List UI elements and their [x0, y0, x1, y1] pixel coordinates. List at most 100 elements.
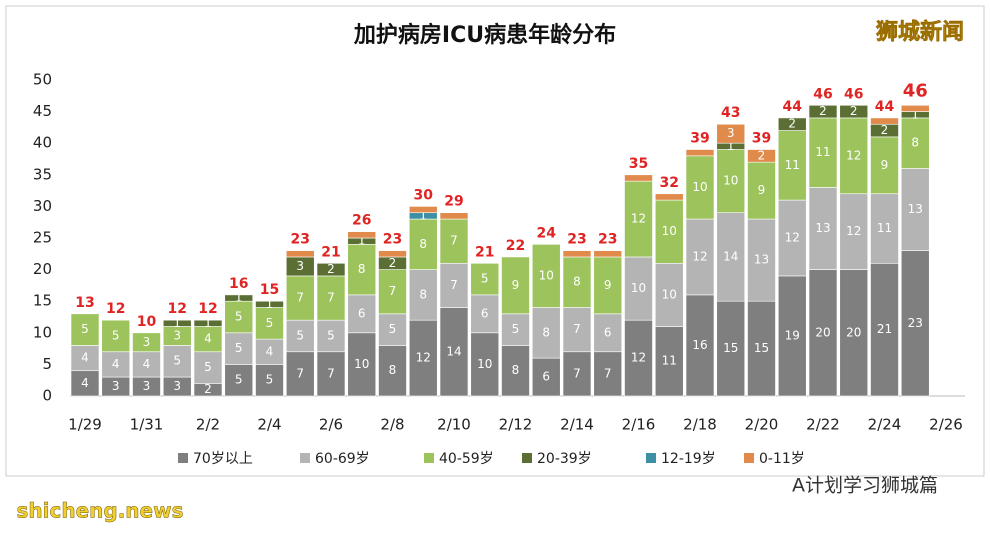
x-tick-label: 2/24 — [868, 416, 902, 434]
total-label: 44 — [875, 99, 895, 115]
legend-label: 40-59岁 — [439, 451, 494, 467]
segment-label: 5 — [296, 328, 304, 342]
segment-label: 5 — [266, 373, 274, 387]
legend-label: 20-39岁 — [537, 451, 592, 467]
segment-label: 5 — [112, 328, 120, 342]
segment-label: 12 — [631, 351, 646, 365]
bar-segment — [593, 256, 623, 315]
bar-segment — [747, 300, 776, 397]
segment-label: 20 — [815, 325, 830, 339]
x-tick-label: 2/20 — [745, 416, 779, 434]
total-label: 23 — [567, 232, 586, 248]
segment-label: 13 — [815, 221, 830, 235]
segment-label: 4 — [266, 344, 274, 358]
bar-segment — [716, 212, 746, 302]
segment-label: 6 — [481, 306, 489, 320]
segment-label: 4 — [143, 357, 151, 371]
total-label: 21 — [321, 244, 340, 260]
bar-segment — [408, 319, 438, 397]
bar-segment — [654, 326, 684, 397]
bar-segment — [408, 218, 438, 270]
segment-label: 12 — [692, 249, 707, 263]
bar-segment — [624, 180, 653, 258]
bar-segment — [378, 250, 407, 258]
bar-segment — [593, 250, 623, 258]
segment-label: 9 — [604, 278, 612, 292]
x-tick-label: 2/12 — [499, 416, 533, 434]
segment-label: 6 — [358, 306, 366, 320]
bar-segment — [624, 319, 653, 397]
bar-segment — [101, 319, 131, 353]
segment-label: 12 — [631, 212, 646, 226]
bar-segment — [777, 117, 807, 131]
y-tick-label: 0 — [42, 387, 52, 405]
bar-segment — [716, 123, 746, 144]
segment-label: 1 — [173, 316, 181, 330]
bar-segment — [716, 300, 746, 397]
bar-segment — [224, 300, 254, 334]
segment-label: 7 — [450, 234, 458, 248]
total-label: 23 — [291, 232, 310, 248]
total-label: 32 — [660, 175, 679, 191]
bar-segment — [501, 313, 530, 346]
segment-label: 3 — [296, 259, 304, 273]
bar-segment — [193, 351, 223, 384]
bar-segment — [654, 199, 684, 264]
bar-segment — [654, 193, 684, 201]
segment-label: 10 — [539, 268, 554, 282]
segment-label: 12 — [416, 351, 431, 365]
total-label: 10 — [137, 314, 157, 330]
segment-label: 2 — [327, 262, 335, 276]
legend-swatch — [424, 453, 434, 463]
bar-segment — [870, 117, 899, 125]
segment-label: 11 — [815, 145, 830, 159]
segment-label: 8 — [358, 262, 366, 276]
bar-segment — [255, 307, 284, 340]
bar-segment — [224, 294, 254, 302]
total-label: 21 — [475, 244, 494, 260]
y-tick-label: 10 — [33, 323, 52, 341]
x-tick-label: 2/18 — [683, 416, 717, 434]
segment-label: 6 — [542, 370, 550, 384]
segment-label: 1 — [727, 139, 735, 153]
x-tick-label: 2/10 — [437, 416, 471, 434]
legend-swatch — [178, 453, 188, 463]
total-label: 29 — [444, 194, 463, 210]
segment-label: 12 — [785, 231, 800, 245]
segment-label: 5 — [173, 354, 181, 368]
bar-segment — [808, 104, 838, 119]
total-label: 46 — [844, 86, 863, 102]
x-tick-label: 2/26 — [929, 416, 963, 434]
segment-label: 11 — [877, 221, 892, 235]
segment-label: 9 — [881, 158, 889, 172]
bar-segment — [470, 262, 500, 296]
segment-label: 4 — [81, 376, 89, 390]
segment-label: 8 — [419, 237, 427, 251]
bar-segment — [624, 256, 653, 321]
bar-segment — [501, 345, 530, 397]
bar-segment — [777, 199, 807, 277]
bar-segment — [347, 244, 377, 296]
segment-label: 3 — [143, 335, 151, 349]
legend-swatch — [522, 453, 532, 463]
segment-label: 7 — [450, 278, 458, 292]
total-label: 46 — [903, 80, 928, 101]
total-label: 24 — [537, 225, 557, 241]
bar-segment — [685, 155, 715, 220]
bar-segment — [747, 149, 776, 163]
x-tick-label: 2/2 — [196, 416, 220, 434]
segment-label: 5 — [389, 322, 397, 336]
bar-segment — [285, 351, 315, 397]
bar-segment — [285, 250, 315, 258]
bar-segment — [162, 319, 192, 327]
legend-swatch — [744, 453, 754, 463]
bar-segment — [162, 345, 192, 378]
bar-segment — [316, 351, 346, 397]
segment-label: 3 — [143, 379, 151, 393]
bar-segment — [716, 149, 746, 214]
bar-segment — [747, 218, 776, 302]
total-label: 46 — [813, 86, 832, 102]
total-label: 44 — [783, 99, 803, 115]
bar-segment — [531, 357, 561, 397]
